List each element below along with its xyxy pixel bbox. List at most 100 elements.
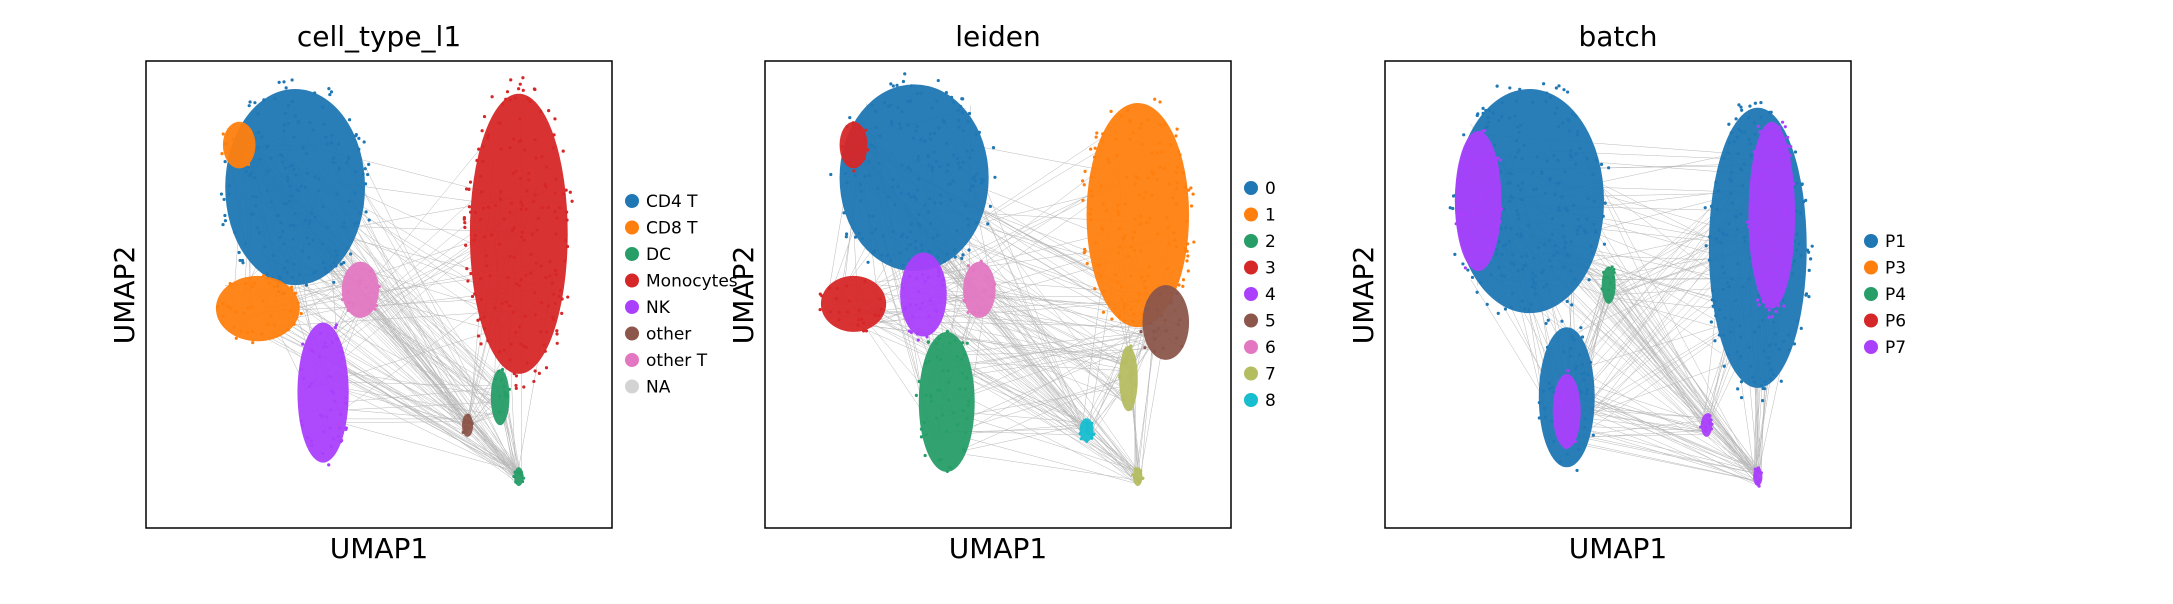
data-point: [1522, 144, 1525, 147]
data-point: [1167, 183, 1170, 186]
data-point: [1531, 277, 1534, 280]
data-point: [1578, 353, 1581, 356]
data-point: [1569, 347, 1572, 350]
data-point: [1482, 157, 1485, 160]
data-point: [361, 267, 364, 270]
data-point: [1175, 187, 1178, 190]
legend-marker: [1244, 393, 1258, 407]
data-point: [1510, 172, 1513, 175]
data-point: [329, 265, 332, 268]
data-point: [951, 179, 954, 182]
data-point: [1114, 273, 1117, 276]
data-point: [912, 137, 915, 140]
data-point: [929, 299, 932, 302]
data-point: [923, 204, 926, 207]
data-point: [297, 120, 300, 123]
cluster-2: [915, 330, 975, 473]
data-point: [1133, 249, 1136, 252]
data-point: [358, 279, 361, 282]
data-point: [1784, 125, 1787, 128]
data-point: [1595, 158, 1598, 161]
data-point: [989, 205, 992, 208]
data-point: [915, 277, 918, 280]
data-point: [883, 101, 886, 104]
data-point: [534, 157, 537, 160]
data-point: [464, 425, 467, 428]
data-point: [1143, 280, 1146, 283]
data-point: [1123, 320, 1126, 323]
data-point: [966, 217, 969, 220]
data-point: [251, 285, 254, 288]
data-point: [893, 203, 896, 206]
data-point: [1163, 319, 1166, 322]
data-point: [487, 206, 490, 209]
data-point: [1548, 179, 1551, 182]
data-point: [1508, 200, 1511, 203]
data-point: [294, 114, 297, 117]
data-point: [992, 146, 995, 149]
data-point: [858, 232, 861, 235]
data-point: [487, 133, 490, 136]
legend-marker: [1244, 234, 1258, 248]
data-point: [867, 160, 870, 163]
data-point: [1585, 388, 1588, 391]
data-point: [1486, 125, 1489, 128]
data-point: [556, 342, 559, 345]
data-point: [1131, 320, 1134, 323]
data-point: [1534, 292, 1537, 295]
data-point: [324, 341, 327, 344]
data-point: [1086, 425, 1089, 428]
data-point: [1492, 224, 1495, 227]
data-point: [545, 330, 548, 333]
data-point: [1489, 273, 1492, 276]
data-point: [1150, 194, 1153, 197]
legend-item: 7: [1244, 365, 1276, 385]
data-point: [967, 400, 970, 403]
data-point: [532, 380, 535, 383]
data-point: [242, 311, 245, 314]
data-point: [838, 311, 841, 314]
data-point: [1492, 235, 1495, 238]
data-point: [1737, 103, 1740, 106]
data-point: [291, 100, 294, 103]
data-point: [1507, 172, 1510, 175]
data-point: [260, 332, 263, 335]
data-point: [555, 273, 558, 276]
legend-label: DC: [646, 245, 671, 265]
data-point: [1556, 182, 1559, 185]
data-point: [1185, 259, 1188, 262]
data-point: [1118, 374, 1121, 377]
data-point: [1469, 256, 1472, 259]
data-point: [1089, 147, 1092, 150]
data-point: [1156, 178, 1159, 181]
data-point: [939, 194, 942, 197]
data-point: [1758, 268, 1761, 271]
data-point: [481, 129, 484, 132]
data-point: [892, 84, 895, 87]
data-point: [941, 413, 944, 416]
legend-marker: [1244, 314, 1258, 328]
data-point: [1768, 284, 1771, 287]
data-point: [1496, 208, 1499, 211]
data-point: [240, 160, 243, 163]
data-point: [957, 126, 960, 129]
data-point: [1544, 100, 1547, 103]
legend-marker: [625, 194, 639, 208]
data-point: [502, 385, 505, 388]
data-point: [1718, 333, 1721, 336]
data-point: [1459, 199, 1462, 202]
data-point: [991, 285, 994, 288]
data-point: [1149, 322, 1152, 325]
data-point: [473, 292, 476, 295]
data-point: [1736, 152, 1739, 155]
data-point: [909, 195, 912, 198]
data-point: [1144, 191, 1147, 194]
data-point: [373, 308, 376, 311]
data-point: [1571, 433, 1574, 436]
data-point: [337, 435, 340, 438]
data-point: [1527, 224, 1530, 227]
data-point: [854, 174, 857, 177]
data-point: [331, 341, 334, 344]
data-point: [1093, 156, 1096, 159]
data-point: [1569, 154, 1572, 157]
